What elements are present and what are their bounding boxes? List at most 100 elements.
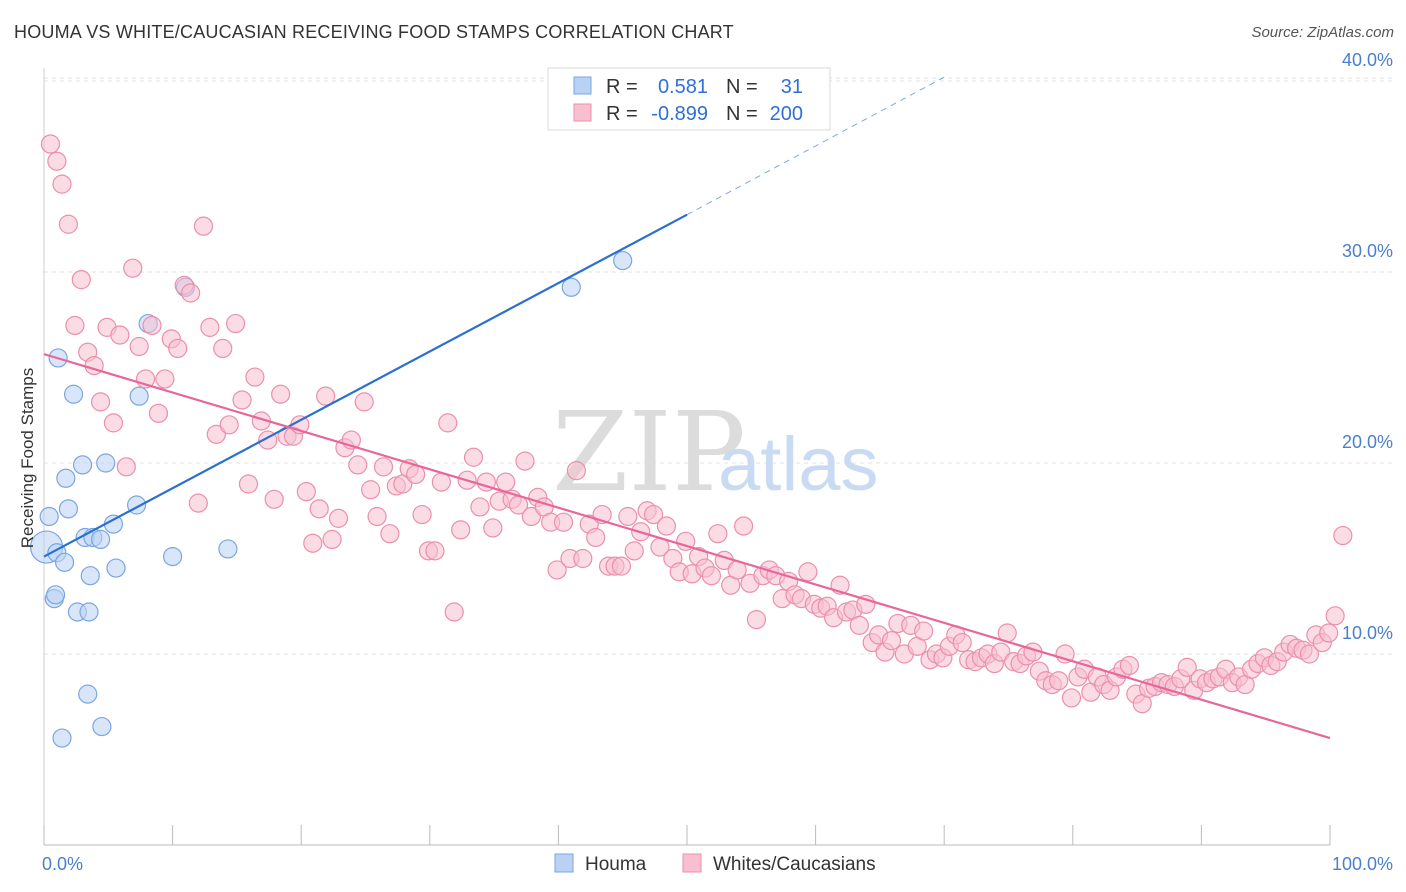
white-point [470,497,490,517]
white-point [547,560,567,580]
series-legend: Houma Whites/Caucasians [554,853,876,875]
white-point [206,424,226,444]
white-point [348,455,368,475]
watermark: ZIP atlas [552,388,879,516]
white-point [618,506,638,527]
white-point [155,369,175,389]
white-point [71,270,91,290]
white-trend-line [43,353,1331,740]
legend-n-value-white: 200 [770,103,803,125]
white-point [991,642,1011,662]
white-point [624,541,644,561]
white-point [425,541,445,561]
white-point [746,610,767,630]
chart-source: Source: ZipAtlas.com [1251,24,1394,41]
white-point [701,566,722,586]
legend-n-label-houma: N = [726,76,758,98]
white-point [1119,655,1139,676]
white-point [849,615,869,635]
watermark-atlas: atlas [718,422,879,507]
white-point [110,325,130,345]
legend-n-label-white: N = [726,103,758,125]
white-point [431,472,451,492]
houma-point [56,468,76,488]
white-point [1049,671,1069,691]
houma-point [78,684,98,704]
houma-point [54,552,75,572]
white-point [271,384,291,404]
series-legend-swatch-houma [554,853,574,873]
legend-r-label-houma: R = [606,76,638,98]
white-point [65,315,85,336]
white-point [40,134,61,154]
legend-r-label-white: R = [606,103,638,125]
white-point [1319,623,1339,643]
white-point [226,313,246,334]
white-point [52,174,72,194]
houma-point [218,539,238,559]
white-point [611,556,632,576]
white-point [406,464,426,485]
houma-point [90,529,111,550]
white-point [586,527,606,548]
white-point [213,338,233,358]
white-point [354,392,374,412]
white-point [264,489,284,509]
houma-point [163,546,183,567]
white-point [914,621,934,641]
white-point [316,386,336,406]
houma-point [92,716,112,737]
series-legend-label-houma: Houma [585,854,647,875]
white-point [245,367,265,387]
houma-point [106,558,126,578]
series-legend-swatch-white [682,853,702,873]
white-point [1325,606,1345,626]
houma-trend-extension [686,76,945,216]
houma-point [52,728,72,748]
legend-swatch-white [573,103,592,122]
white-point [328,508,349,528]
houma-point [58,499,79,519]
white-point [238,474,259,494]
white-point [296,482,316,502]
legend-n-value-houma: 31 [781,76,803,98]
houma-point [39,506,59,527]
y-tick-label: 20.0% [1342,432,1393,452]
axes: 10.0% 20.0% 30.0% 40.0% 0.0% 100.0% [42,50,1393,874]
white-point [573,548,593,569]
white-point [193,216,214,236]
x-tick-label-min: 0.0% [42,854,83,874]
white-point [798,562,818,582]
white-point [380,524,400,544]
white-point [168,338,188,358]
houma-point [45,585,66,605]
white-point [90,392,111,412]
white-point [676,531,696,551]
legend-swatch-houma [573,76,592,95]
trend-lines [43,76,1331,740]
legend-r-value-houma: 0.581 [658,76,708,98]
white-point [373,457,394,477]
white-point [58,214,79,234]
data-points [29,134,1353,748]
white-point [412,504,432,525]
houma-point [613,250,633,271]
y-tick-label: 30.0% [1342,241,1393,261]
houma-trend-line [43,213,688,558]
white-point [438,413,458,433]
white-point [1299,644,1320,664]
watermark-zip: ZIP [552,388,746,516]
houma-point [96,453,116,473]
white-point [483,518,503,538]
white-point [643,504,664,525]
white-point [232,390,252,410]
y-tick-label: 10.0% [1342,623,1393,643]
white-point [451,520,471,540]
white-point [1333,525,1353,546]
white-point [219,415,239,435]
white-point [103,413,124,433]
white-point [733,516,754,536]
white-point [129,336,149,357]
white-point [656,516,677,536]
